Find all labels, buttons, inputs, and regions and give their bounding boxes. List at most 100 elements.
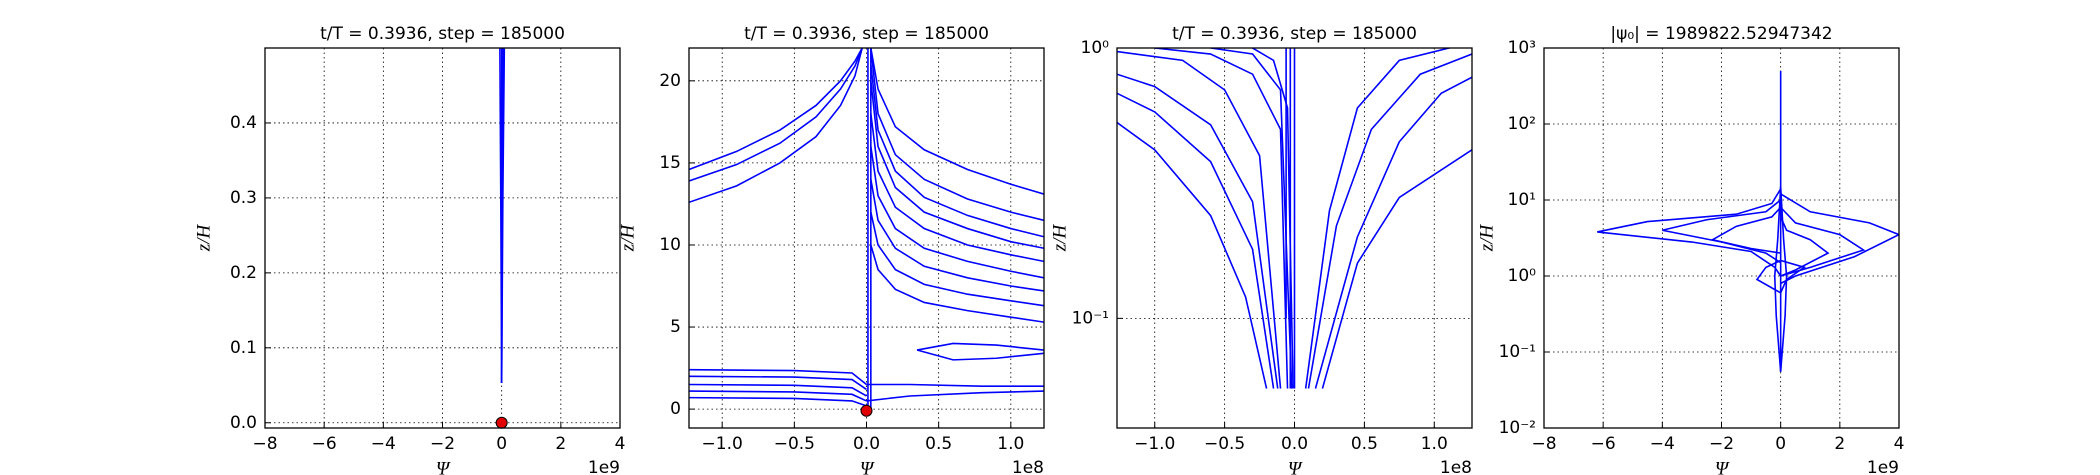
x-tick-label: −6 bbox=[312, 434, 337, 454]
x-tick-label: 0.0 bbox=[1281, 434, 1308, 454]
axes-frame bbox=[688, 47, 1045, 429]
plot-area bbox=[1597, 70, 1899, 372]
curve bbox=[1780, 206, 1866, 277]
curve bbox=[1710, 206, 1782, 254]
y-tick-label: 10⁻¹ bbox=[1072, 308, 1109, 328]
x-tick-label: 1.0 bbox=[997, 434, 1024, 454]
y-tick-label: 20 bbox=[659, 71, 681, 91]
marker bbox=[495, 416, 508, 429]
plot-area bbox=[689, 48, 1044, 410]
x-tick-label: 2 bbox=[1834, 434, 1845, 454]
chart-title: t/T = 0.3936, step = 185000 bbox=[320, 24, 565, 44]
curve bbox=[1117, 92, 1275, 389]
x-tick-label: −1.0 bbox=[702, 434, 743, 454]
curve bbox=[1597, 188, 1782, 277]
axes-frame bbox=[1543, 47, 1900, 429]
curve bbox=[1755, 259, 1807, 294]
marker bbox=[860, 404, 873, 417]
curve bbox=[1314, 76, 1472, 389]
chart-title: t/T = 0.3936, step = 185000 bbox=[744, 24, 989, 44]
curve bbox=[870, 48, 1044, 222]
y-tick-label: 10 bbox=[659, 235, 681, 255]
y-tick-label: 0.0 bbox=[230, 413, 257, 433]
curve bbox=[916, 349, 1044, 361]
x-tick-label: −6 bbox=[1591, 434, 1616, 454]
curve bbox=[1154, 48, 1289, 389]
x-tick-label: −8 bbox=[1531, 434, 1556, 454]
curve bbox=[866, 383, 1044, 387]
plot-area bbox=[499, 48, 506, 384]
x-tick-label: 4 bbox=[615, 434, 626, 454]
y-tick-label: 10³ bbox=[1508, 38, 1536, 58]
curve bbox=[1117, 121, 1268, 389]
x-axis-label: Ψ bbox=[860, 458, 875, 475]
x-tick-label: 0 bbox=[496, 434, 507, 454]
x-offset-label: 1e8 bbox=[1440, 458, 1472, 475]
x-offset-label: 1e8 bbox=[1012, 458, 1044, 475]
x-tick-label: 0.0 bbox=[853, 434, 880, 454]
y-tick-label: 10² bbox=[1508, 114, 1536, 134]
curve bbox=[1307, 53, 1472, 389]
curve bbox=[870, 113, 1044, 263]
curve bbox=[1117, 73, 1279, 389]
x-tick-label: −0.5 bbox=[774, 434, 815, 454]
curve bbox=[870, 48, 1044, 195]
curve bbox=[870, 211, 1044, 307]
y-tick-label: 10⁻¹ bbox=[1499, 342, 1536, 362]
curve bbox=[1780, 193, 1899, 285]
curve bbox=[1321, 149, 1472, 389]
y-axis-label: z/H bbox=[193, 224, 214, 253]
x-offset-label: 1e9 bbox=[588, 458, 620, 475]
x-tick-label: −4 bbox=[371, 434, 396, 454]
x-tick-label: 0.5 bbox=[1351, 434, 1378, 454]
x-axis-label: Ψ bbox=[1288, 458, 1303, 475]
x-tick-label: 0.5 bbox=[925, 434, 952, 454]
x-axis-label: Ψ bbox=[1715, 458, 1730, 475]
x-tick-label: −1.0 bbox=[1134, 434, 1175, 454]
x-tick-label: −4 bbox=[1650, 434, 1675, 454]
x-tick-label: 0 bbox=[1775, 434, 1786, 454]
x-tick-label: −2 bbox=[430, 434, 455, 454]
y-tick-label: 10⁻² bbox=[1499, 418, 1536, 438]
curve bbox=[689, 368, 867, 386]
curve bbox=[870, 80, 1044, 250]
curve bbox=[870, 244, 1044, 323]
curve bbox=[499, 48, 503, 384]
y-tick-label: 10¹ bbox=[1508, 190, 1536, 210]
curve bbox=[870, 179, 1044, 292]
y-tick-label: 10⁰ bbox=[1081, 38, 1110, 58]
curve bbox=[870, 64, 1044, 238]
curve bbox=[916, 342, 1044, 351]
chart-title: t/T = 0.3936, step = 185000 bbox=[1172, 24, 1417, 44]
y-tick-label: 10⁰ bbox=[1508, 266, 1537, 286]
curve bbox=[689, 396, 867, 407]
y-tick-label: 0.2 bbox=[230, 263, 257, 283]
x-tick-label: 2 bbox=[555, 434, 566, 454]
curve bbox=[870, 146, 1044, 279]
x-tick-label: 1.0 bbox=[1421, 434, 1448, 454]
y-tick-label: 0.4 bbox=[230, 113, 257, 133]
curve bbox=[689, 48, 863, 204]
x-tick-label: −2 bbox=[1709, 434, 1734, 454]
plot-area bbox=[1117, 48, 1472, 389]
y-tick-label: 0.3 bbox=[230, 188, 257, 208]
curve bbox=[866, 390, 1044, 402]
x-tick-label: −8 bbox=[252, 434, 277, 454]
curve bbox=[1773, 186, 1782, 372]
curve bbox=[1779, 216, 1830, 277]
axes-frame bbox=[1116, 47, 1473, 429]
curve bbox=[689, 48, 863, 171]
curve bbox=[689, 383, 867, 397]
y-tick-label: 15 bbox=[659, 153, 681, 173]
curve bbox=[1304, 48, 1453, 389]
y-tick-label: 0.1 bbox=[230, 338, 257, 358]
y-axis-label: z/H bbox=[617, 224, 638, 253]
x-axis-label: Ψ bbox=[436, 458, 451, 475]
curve bbox=[1662, 199, 1782, 264]
y-axis-label: z/H bbox=[1049, 224, 1070, 253]
x-tick-label: 4 bbox=[1894, 434, 1905, 454]
y-axis-label: z/H bbox=[1476, 224, 1497, 253]
axes-frame bbox=[264, 47, 621, 429]
